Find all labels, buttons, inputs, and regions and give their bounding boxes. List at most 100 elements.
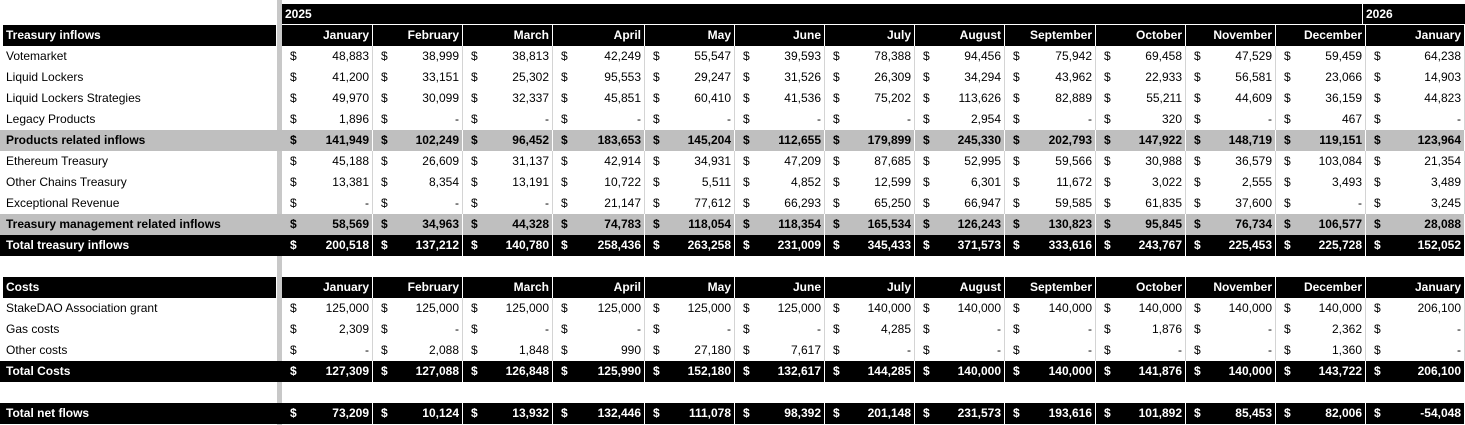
value-cell[interactable]: - xyxy=(545,112,549,126)
value-cell[interactable]: 206,100 xyxy=(1417,364,1461,378)
value-cell[interactable]: 144,285 xyxy=(867,364,911,378)
value-cell[interactable]: 1,876 xyxy=(1151,322,1182,336)
value-cell[interactable]: 152,052 xyxy=(1417,238,1461,252)
value-cell[interactable]: 61,835 xyxy=(1145,196,1182,210)
value-cell[interactable]: 179,899 xyxy=(867,133,911,147)
value-cell[interactable]: -54,048 xyxy=(1420,406,1461,420)
value-cell[interactable]: 56,581 xyxy=(1235,70,1272,84)
value-cell[interactable]: 21,354 xyxy=(1424,154,1461,168)
value-cell[interactable]: 77,612 xyxy=(694,196,731,210)
value-cell[interactable]: 125,000 xyxy=(415,301,459,315)
value-cell[interactable]: 8,354 xyxy=(428,175,459,189)
value-cell[interactable]: 27,180 xyxy=(694,343,731,357)
value-cell[interactable]: 140,780 xyxy=(505,238,549,252)
value-cell[interactable]: 118,354 xyxy=(778,217,821,231)
value-cell[interactable]: 2,088 xyxy=(428,343,459,357)
value-cell[interactable]: 4,285 xyxy=(880,322,911,336)
value-cell[interactable]: 60,410 xyxy=(694,91,731,105)
value-cell[interactable]: 23,066 xyxy=(1325,70,1362,84)
value-cell[interactable]: 231,573 xyxy=(957,406,1001,420)
value-cell[interactable]: 26,609 xyxy=(422,154,459,168)
value-cell[interactable]: 201,148 xyxy=(867,406,911,420)
value-cell[interactable]: 143,722 xyxy=(1318,364,1362,378)
value-cell[interactable]: 225,728 xyxy=(1318,238,1362,252)
value-cell[interactable]: 127,309 xyxy=(325,364,369,378)
value-cell[interactable]: 52,995 xyxy=(964,154,1001,168)
value-cell[interactable]: 125,000 xyxy=(597,301,641,315)
value-cell[interactable]: 467 xyxy=(1341,112,1362,126)
value-cell[interactable]: 55,211 xyxy=(1146,91,1182,105)
value-cell[interactable]: 345,433 xyxy=(867,238,911,252)
value-cell[interactable]: 7,617 xyxy=(790,343,821,357)
value-cell[interactable]: 5,511 xyxy=(701,175,731,189)
value-cell[interactable]: 106,577 xyxy=(1318,217,1362,231)
value-cell[interactable]: 95,845 xyxy=(1145,217,1182,231)
value-cell[interactable]: 38,813 xyxy=(512,49,549,63)
value-cell[interactable]: 3,493 xyxy=(1331,175,1362,189)
value-cell[interactable]: 3,489 xyxy=(1430,175,1461,189)
value-cell[interactable]: 263,258 xyxy=(687,238,731,252)
value-cell[interactable]: 200,518 xyxy=(325,238,369,252)
value-cell[interactable]: 45,851 xyxy=(604,91,641,105)
value-cell[interactable]: 140,000 xyxy=(1048,364,1092,378)
value-cell[interactable]: 1,848 xyxy=(518,343,549,357)
value-cell[interactable]: - xyxy=(1178,343,1182,357)
value-cell[interactable]: 21,147 xyxy=(604,196,641,210)
value-cell[interactable]: 2,555 xyxy=(1241,175,1272,189)
value-cell[interactable]: - xyxy=(1088,343,1092,357)
value-cell[interactable]: 28,088 xyxy=(1424,217,1461,231)
value-cell[interactable]: 44,823 xyxy=(1424,91,1461,105)
value-cell[interactable]: - xyxy=(545,322,549,336)
month-header-3[interactable]: April xyxy=(553,277,644,298)
value-cell[interactable]: 11,672 xyxy=(1056,175,1092,189)
month-header-10[interactable]: November xyxy=(1186,25,1275,46)
month-header-0[interactable]: January xyxy=(282,277,372,298)
month-header-3[interactable]: April xyxy=(553,25,644,46)
value-cell[interactable]: - xyxy=(817,112,821,126)
value-cell[interactable]: 66,293 xyxy=(784,196,821,210)
value-cell[interactable]: 125,000 xyxy=(325,301,369,315)
value-cell[interactable]: 1,360 xyxy=(1331,343,1362,357)
value-cell[interactable]: 34,931 xyxy=(694,154,731,168)
value-cell[interactable]: 96,452 xyxy=(512,133,549,147)
value-cell[interactable]: - xyxy=(637,112,641,126)
month-header-11[interactable]: December xyxy=(1276,277,1365,298)
month-header-1[interactable]: February xyxy=(373,277,462,298)
value-cell[interactable]: 258,436 xyxy=(597,238,641,252)
month-header-5[interactable]: June xyxy=(735,25,824,46)
value-cell[interactable]: - xyxy=(727,322,731,336)
value-cell[interactable]: - xyxy=(1268,112,1272,126)
value-cell[interactable]: - xyxy=(997,343,1001,357)
value-cell[interactable]: 66,947 xyxy=(964,196,1001,210)
value-cell[interactable]: 69,458 xyxy=(1145,49,1182,63)
value-cell[interactable]: 140,000 xyxy=(957,364,1001,378)
value-cell[interactable]: 130,823 xyxy=(1048,217,1092,231)
value-cell[interactable]: - xyxy=(365,343,369,357)
value-cell[interactable]: 31,137 xyxy=(512,154,549,168)
value-cell[interactable]: 2,362 xyxy=(1331,322,1362,336)
value-cell[interactable]: 231,009 xyxy=(777,238,821,252)
value-cell[interactable]: 76,734 xyxy=(1235,217,1272,231)
value-cell[interactable]: 102,249 xyxy=(415,133,459,147)
value-cell[interactable]: 45,188 xyxy=(332,154,369,168)
value-cell[interactable]: 148,719 xyxy=(1228,133,1272,147)
value-cell[interactable]: 41,200 xyxy=(332,70,369,84)
month-header-7[interactable]: August xyxy=(915,277,1004,298)
value-cell[interactable]: 65,250 xyxy=(874,196,911,210)
month-header-10[interactable]: November xyxy=(1186,277,1275,298)
value-cell[interactable]: 94,456 xyxy=(964,49,1001,63)
value-cell[interactable]: 123,964 xyxy=(1417,133,1461,147)
value-cell[interactable]: - xyxy=(997,322,1001,336)
value-cell[interactable]: - xyxy=(817,322,821,336)
value-cell[interactable]: 33,151 xyxy=(422,70,459,84)
value-cell[interactable]: 39,593 xyxy=(784,49,821,63)
value-cell[interactable]: 101,892 xyxy=(1138,406,1182,420)
value-cell[interactable]: 3,022 xyxy=(1151,175,1182,189)
value-cell[interactable]: 125,990 xyxy=(597,364,641,378)
value-cell[interactable]: 165,534 xyxy=(867,217,911,231)
value-cell[interactable]: 145,204 xyxy=(687,133,731,147)
value-cell[interactable]: 140,000 xyxy=(1228,301,1272,315)
value-cell[interactable]: 73,209 xyxy=(332,406,369,420)
value-cell[interactable]: - xyxy=(907,112,911,126)
value-cell[interactable]: 3,245 xyxy=(1430,196,1461,210)
